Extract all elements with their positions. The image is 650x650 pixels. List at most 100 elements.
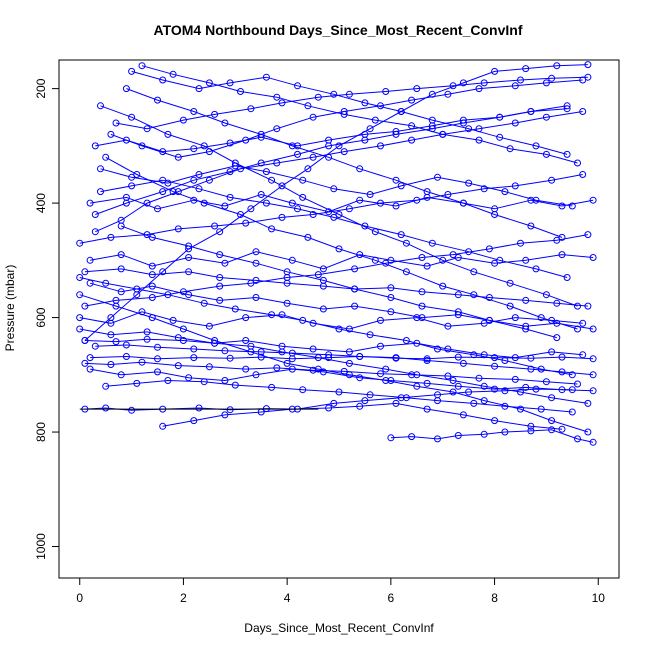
data-point	[76, 274, 84, 281]
data-point	[434, 435, 441, 443]
data-point	[449, 251, 457, 259]
data-point	[366, 125, 374, 133]
data-point	[91, 211, 99, 218]
data-point	[589, 325, 597, 333]
data-point	[319, 368, 327, 376]
data-point	[522, 65, 530, 73]
data-point	[102, 404, 110, 412]
data-point	[247, 105, 255, 113]
data-point	[423, 357, 431, 364]
series-30	[91, 105, 571, 156]
data-point	[205, 322, 213, 330]
data-point	[128, 406, 136, 414]
data-point	[408, 96, 416, 104]
chart-title: ATOM4 Northbound Days_Since_Most_Recent_…	[154, 22, 523, 38]
data-point	[345, 90, 353, 98]
data-point	[205, 148, 213, 156]
data-point	[408, 433, 416, 441]
data-point	[335, 142, 343, 150]
data-point	[584, 399, 592, 407]
data-point	[330, 90, 338, 98]
data-point	[252, 276, 260, 284]
data-point	[589, 371, 597, 379]
data-point	[449, 377, 457, 384]
data-point	[558, 353, 566, 361]
data-point	[444, 191, 452, 198]
data-point	[542, 378, 550, 386]
data-point	[465, 388, 473, 396]
data-point	[366, 391, 374, 399]
series-line	[100, 105, 578, 307]
data-point	[148, 271, 156, 279]
data-point	[330, 185, 338, 193]
data-point	[439, 256, 447, 264]
data-point	[174, 153, 182, 161]
data-point	[532, 142, 540, 150]
data-point	[299, 316, 307, 324]
y-axis-label: Pressure (mbar)	[3, 265, 17, 352]
data-point	[319, 265, 327, 273]
data-point	[402, 239, 410, 247]
x-tick-label: 0	[76, 591, 83, 605]
data-point	[179, 337, 187, 344]
data-point	[418, 288, 426, 296]
data-point	[262, 73, 270, 81]
data-point	[496, 133, 504, 141]
data-point	[231, 305, 239, 313]
data-point	[459, 411, 467, 419]
data-point	[190, 145, 198, 153]
data-point	[169, 188, 177, 196]
data-point	[117, 288, 125, 296]
data-point	[86, 365, 94, 373]
data-point	[294, 150, 301, 158]
series-line	[131, 70, 568, 155]
x-tick-label: 10	[592, 591, 606, 605]
data-point	[107, 130, 115, 138]
series-21	[102, 377, 576, 416]
data-point	[439, 130, 447, 138]
data-point	[268, 383, 276, 391]
data-point	[465, 179, 473, 187]
data-point	[553, 236, 561, 244]
data-point	[574, 435, 581, 443]
data-point	[579, 108, 587, 115]
data-point	[252, 294, 260, 301]
data-point	[309, 211, 317, 218]
data-point	[522, 296, 530, 304]
data-point	[377, 342, 384, 350]
data-point	[86, 279, 94, 287]
data-point	[501, 428, 509, 436]
data-point	[143, 199, 151, 207]
data-point	[76, 291, 84, 299]
data-point	[226, 406, 234, 414]
data-point	[506, 279, 514, 287]
data-point	[304, 102, 312, 110]
data-point	[159, 188, 167, 196]
data-point	[527, 108, 535, 115]
data-point	[568, 202, 576, 210]
data-point	[511, 182, 519, 190]
data-point	[351, 302, 359, 310]
data-point	[268, 311, 276, 319]
data-point	[574, 302, 581, 310]
data-point	[356, 196, 364, 204]
data-point	[252, 259, 260, 267]
data-point	[397, 108, 405, 115]
x-axis-label: Days_Since_Most_Recent_ConvInf	[244, 621, 434, 635]
data-point	[226, 168, 234, 176]
data-point	[242, 314, 250, 322]
data-point	[216, 274, 224, 281]
data-point	[542, 150, 550, 158]
y-tick-label: 1000	[34, 533, 48, 560]
series-line	[79, 328, 583, 359]
series-line	[84, 361, 578, 385]
data-point	[231, 162, 239, 170]
data-point	[190, 196, 198, 204]
data-point	[501, 402, 509, 410]
data-point	[221, 259, 229, 267]
data-point	[423, 193, 431, 201]
data-point	[148, 282, 156, 290]
data-point	[97, 165, 104, 173]
data-point	[143, 328, 151, 336]
data-point	[319, 305, 327, 313]
